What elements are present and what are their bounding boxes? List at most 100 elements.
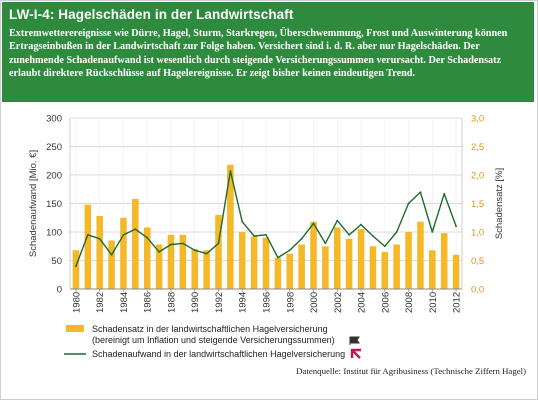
line-point bbox=[229, 170, 232, 172]
bar bbox=[155, 244, 163, 289]
line-point bbox=[348, 233, 351, 236]
y-left-tick-label: 200 bbox=[46, 171, 62, 182]
line-point bbox=[241, 220, 244, 223]
x-tick-label: 2010 bbox=[428, 292, 439, 313]
x-tick-label: 1994 bbox=[238, 292, 249, 313]
line-point bbox=[312, 222, 315, 225]
y-left-tick-label: 300 bbox=[46, 114, 62, 125]
line-point bbox=[122, 233, 125, 236]
line-point bbox=[419, 191, 422, 194]
line-point bbox=[431, 231, 434, 233]
line-point bbox=[300, 237, 303, 240]
y-left-tick-label: 50 bbox=[51, 256, 62, 267]
line-point bbox=[86, 233, 89, 236]
bar bbox=[72, 250, 80, 289]
line-point bbox=[324, 242, 327, 245]
bar bbox=[179, 234, 187, 289]
y-right-tick-label: 2,0 bbox=[471, 171, 484, 182]
line-point bbox=[181, 242, 184, 245]
x-tick-label: 2012 bbox=[452, 292, 463, 313]
line-point bbox=[193, 249, 196, 252]
bar bbox=[345, 238, 353, 289]
line-point bbox=[288, 249, 291, 252]
line-point bbox=[455, 225, 457, 228]
bar bbox=[381, 251, 389, 289]
legend-line-label: Schadenaufwand in der landwirtschaftlich… bbox=[92, 349, 346, 359]
bar bbox=[215, 214, 222, 289]
bar bbox=[298, 244, 305, 289]
bar bbox=[405, 232, 412, 289]
bar bbox=[108, 240, 115, 289]
line-point bbox=[443, 192, 446, 195]
x-tick-label: 1996 bbox=[262, 292, 273, 313]
bar bbox=[143, 227, 151, 289]
line-point bbox=[265, 233, 267, 236]
bar bbox=[84, 204, 92, 289]
x-tick-label: 1982 bbox=[95, 292, 106, 313]
y-right-axis-title: Schadensatz [%] bbox=[494, 168, 505, 239]
bar bbox=[96, 216, 103, 289]
x-tick-label: 1998 bbox=[285, 292, 296, 313]
y-left-axis-title: Schadenaufwand [Mio. €] bbox=[28, 150, 39, 257]
bar bbox=[191, 249, 198, 289]
trend-arrow-icon bbox=[350, 348, 361, 359]
x-tick-label: 2006 bbox=[380, 292, 391, 313]
line-point bbox=[372, 235, 374, 237]
bar bbox=[452, 254, 460, 289]
y-left-tick-label: 250 bbox=[46, 142, 62, 153]
bar bbox=[286, 253, 294, 289]
bar bbox=[310, 221, 317, 289]
bar bbox=[238, 232, 246, 289]
line-point bbox=[395, 231, 398, 233]
bar bbox=[357, 229, 365, 289]
line-point bbox=[276, 256, 279, 259]
bar bbox=[334, 227, 341, 289]
line-point bbox=[253, 235, 256, 237]
legend-bar-label: Schadensatz in der landwirtschaftlichen … bbox=[92, 324, 335, 345]
y-left-tick-label: 100 bbox=[46, 228, 62, 239]
bar bbox=[203, 250, 210, 289]
bar bbox=[120, 217, 127, 289]
bar bbox=[429, 250, 436, 289]
bar bbox=[440, 233, 448, 289]
line-point bbox=[407, 202, 410, 205]
line-point bbox=[146, 236, 149, 239]
x-tick-label: 2000 bbox=[309, 292, 320, 313]
line-point bbox=[75, 265, 77, 268]
x-tick-label: 1990 bbox=[190, 292, 201, 313]
figure-title: LW-I-4: Hagelschäden in der Landwirtscha… bbox=[9, 7, 294, 22]
figure-description: Extremwetterereignisse wie Dürre, Hagel,… bbox=[9, 28, 508, 80]
bar bbox=[274, 257, 282, 289]
legend-marks bbox=[64, 325, 361, 359]
x-tick-label: 1980 bbox=[71, 292, 82, 313]
line-point bbox=[170, 243, 172, 246]
x-tick-label: 2004 bbox=[357, 292, 368, 313]
legend-bar-swatch bbox=[66, 325, 84, 332]
y-right-tick-label: 3,0 bbox=[471, 114, 484, 125]
bar bbox=[393, 244, 400, 289]
y-right-tick-label: 0,0 bbox=[471, 285, 484, 296]
line-point bbox=[205, 252, 208, 255]
line-point bbox=[336, 219, 339, 222]
y-right-tick-label: 1,5 bbox=[471, 199, 484, 210]
x-tick-label: 2008 bbox=[404, 292, 415, 313]
bar bbox=[250, 236, 258, 289]
bar bbox=[322, 246, 329, 289]
flag-icon bbox=[349, 336, 360, 345]
bar bbox=[262, 237, 270, 289]
line-point bbox=[217, 242, 220, 245]
bar bbox=[132, 198, 139, 289]
line-point bbox=[360, 223, 362, 226]
x-tick-label: 1986 bbox=[143, 292, 154, 313]
x-tick-label: 1992 bbox=[214, 292, 225, 313]
y-right-tick-label: 0,5 bbox=[471, 256, 484, 267]
line-series bbox=[75, 170, 457, 268]
bar bbox=[369, 246, 377, 289]
bar bbox=[417, 221, 424, 289]
y-left-tick-label: 0 bbox=[57, 285, 62, 296]
line-point bbox=[134, 228, 137, 231]
axes: 0 0,0 50 0,5 100 1,0 150 1,5 200 2,0 250 2,5 300 3,0 1… bbox=[28, 114, 505, 314]
bar-series bbox=[72, 164, 460, 289]
header-panel: LW-I-4: Hagelschäden in der Landwirtscha… bbox=[2, 2, 534, 102]
